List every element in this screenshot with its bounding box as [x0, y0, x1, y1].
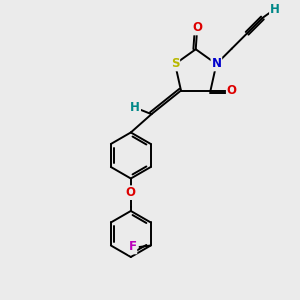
Text: O: O: [192, 22, 202, 34]
Text: S: S: [171, 58, 179, 70]
Text: N: N: [212, 58, 221, 70]
Text: O: O: [126, 186, 136, 199]
Text: O: O: [227, 84, 237, 97]
Text: H: H: [270, 3, 280, 16]
Text: H: H: [130, 101, 140, 114]
Text: F: F: [128, 241, 136, 254]
